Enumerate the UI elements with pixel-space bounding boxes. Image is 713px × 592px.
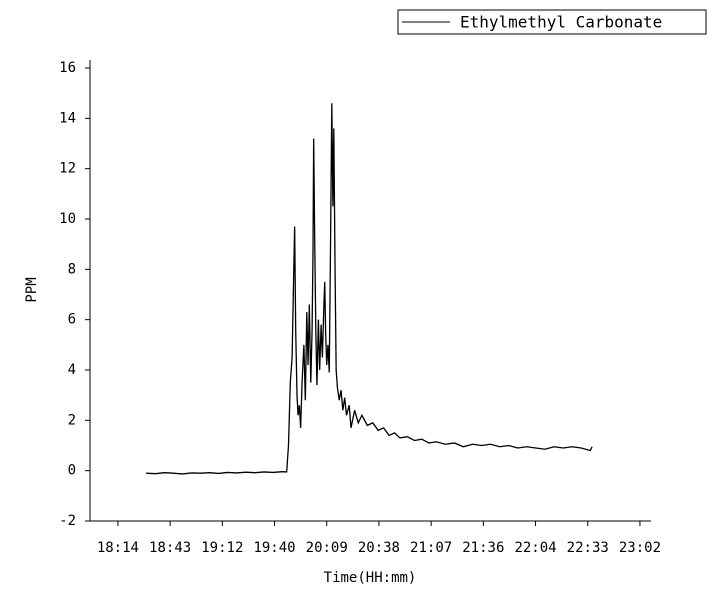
x-tick-label: 22:33: [567, 540, 609, 556]
x-tick-label: 21:36: [462, 540, 504, 556]
y-tick-label: 8: [68, 261, 76, 277]
x-tick-label: 19:40: [253, 540, 295, 556]
x-tick-label: 18:14: [97, 540, 139, 556]
y-tick-label: 4: [68, 362, 76, 378]
x-tick-label: 19:12: [201, 540, 243, 556]
x-tick-label: 23:02: [619, 540, 661, 556]
x-tick-label: 18:43: [149, 540, 191, 556]
x-tick-label: 22:04: [514, 540, 556, 556]
y-tick-label: 6: [68, 312, 76, 328]
x-axis-label: Time(HH:mm): [324, 570, 417, 586]
legend-box: [397, 9, 707, 35]
y-tick-label: 0: [68, 463, 76, 479]
x-tick-label: 21:07: [410, 540, 452, 556]
y-tick-label: 12: [59, 161, 76, 177]
y-tick-label: 10: [59, 211, 76, 227]
data-line: [146, 103, 593, 475]
y-tick-label: 14: [59, 110, 76, 126]
x-tick-label: 20:09: [306, 540, 348, 556]
y-axis-label: PPM: [24, 277, 40, 302]
x-tick-label: 20:38: [358, 540, 400, 556]
y-tick-label: 16: [59, 60, 76, 76]
y-tick-label: -2: [59, 513, 76, 529]
legend-label: Ethylmethyl Carbonate: [460, 13, 662, 32]
y-tick-label: 2: [68, 412, 76, 428]
